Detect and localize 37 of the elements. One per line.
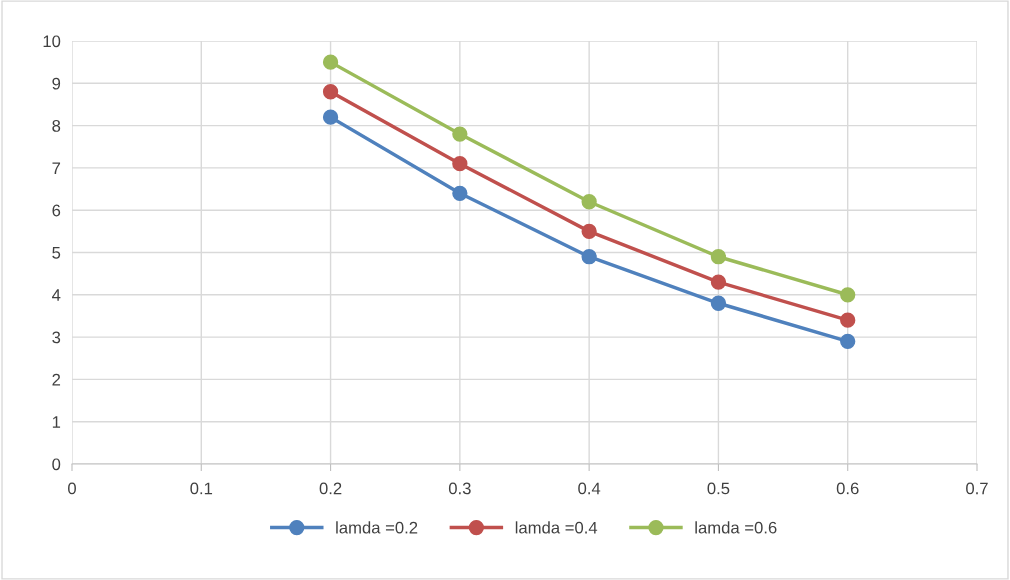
legend-label: lamda =0.2	[336, 521, 418, 534]
x-tick-label: 0.7	[966, 482, 988, 495]
y-tick-label: 8	[52, 120, 61, 132]
y-tick-label: 9	[52, 77, 61, 90]
point	[322, 54, 339, 70]
y-tick-label: 5	[52, 247, 61, 259]
point	[322, 84, 339, 100]
y-tick-label: 0	[52, 458, 61, 471]
x-tick-label: 0.1	[190, 482, 213, 495]
y-tick-label: 7	[52, 162, 61, 174]
x-tick-label: 0.6	[836, 482, 859, 495]
y-tick-label: 6	[52, 204, 61, 217]
legend-label: lamda =0.4	[515, 521, 598, 534]
point	[710, 295, 727, 311]
point	[452, 156, 468, 172]
x-tick-label: 0.5	[707, 482, 730, 495]
point	[840, 287, 856, 303]
y-tick-label: 2	[52, 373, 61, 386]
legend-label: lamda =0.6	[695, 521, 777, 534]
point	[710, 274, 727, 290]
point	[322, 109, 339, 125]
point	[452, 126, 468, 142]
point	[581, 249, 597, 265]
point	[581, 223, 597, 239]
x-tick-label: 0.4	[578, 482, 601, 495]
y-tick-label: 10	[43, 35, 61, 48]
y-tick-label: 4	[52, 289, 61, 301]
y-tick-label: 1	[52, 416, 61, 428]
point	[840, 333, 856, 349]
x-tick-label: 0	[68, 482, 76, 495]
y-tick-label: 3	[52, 331, 61, 344]
x-tick-label: 0.2	[319, 482, 342, 495]
x-tick-label: 0.3	[448, 482, 471, 495]
point	[840, 312, 856, 328]
point	[452, 185, 468, 201]
point	[581, 194, 597, 210]
point	[710, 249, 727, 265]
